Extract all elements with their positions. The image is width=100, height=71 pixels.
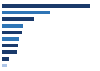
Bar — [2, 11, 50, 14]
Bar — [2, 64, 7, 67]
Bar — [2, 57, 8, 61]
Bar — [2, 4, 90, 8]
Bar — [2, 17, 34, 21]
Bar — [2, 44, 18, 47]
Bar — [2, 37, 19, 41]
Bar — [2, 50, 17, 54]
Bar — [2, 31, 22, 34]
Bar — [2, 24, 23, 28]
